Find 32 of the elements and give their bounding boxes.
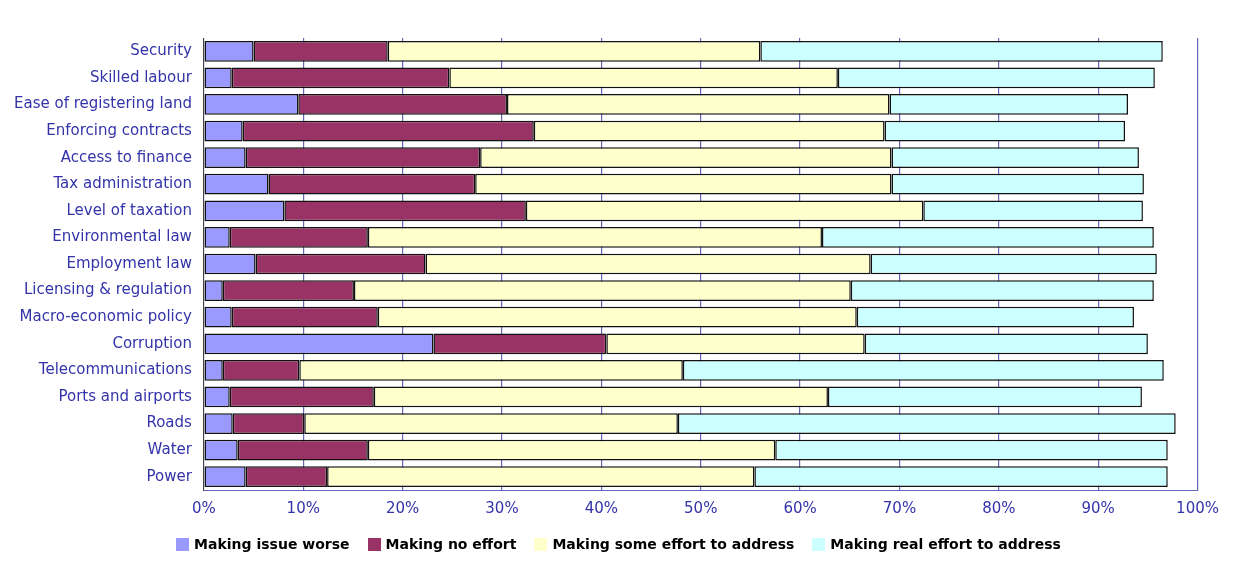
y-tick-label: Skilled labour <box>89 67 193 86</box>
x-tick-label: 90% <box>1081 498 1115 517</box>
legend-label: Making some effort to address <box>552 536 795 552</box>
y-tick-label: Enforcing contracts <box>46 120 193 139</box>
x-tick-label: 100% <box>1176 498 1219 517</box>
y-tick-label: Environmental law <box>52 227 192 246</box>
x-tick-label: 50% <box>684 498 718 517</box>
x-tick-label: 80% <box>982 498 1016 517</box>
y-tick-label: Employment law <box>66 253 192 272</box>
legend-label: Making no effort <box>385 536 517 552</box>
y-tick-label: Access to finance <box>60 147 192 166</box>
y-tick-label: Roads <box>146 413 193 432</box>
x-tick-label: 40% <box>584 498 619 517</box>
x-tick-label: 0% <box>192 498 216 517</box>
y-tick-label: Water <box>147 440 193 459</box>
y-tick-label: Tax administration <box>52 174 192 193</box>
legend-label: Making real effort to address <box>830 536 1061 552</box>
y-tick-label: Level of taxation <box>66 200 192 219</box>
x-tick-label: 30% <box>485 498 519 517</box>
y-tick-label: Security <box>130 41 193 60</box>
x-tick-label: 70% <box>882 498 917 517</box>
y-tick-label: Power <box>146 466 193 485</box>
legend-label: Making issue worse <box>194 536 350 552</box>
y-tick-label: Ports and airports <box>58 386 193 405</box>
y-tick-label: Ease of registering land <box>14 94 192 113</box>
y-tick-label: Licensing & regulation <box>23 280 192 299</box>
y-tick-label: Macro-economic policy <box>19 307 193 326</box>
x-tick-label: 60% <box>783 498 817 517</box>
x-tick-label: 20% <box>385 498 420 517</box>
x-tick-label: 10% <box>286 498 320 517</box>
y-tick-label: Telecommunications <box>37 360 193 379</box>
y-tick-label: Corruption <box>112 333 192 352</box>
